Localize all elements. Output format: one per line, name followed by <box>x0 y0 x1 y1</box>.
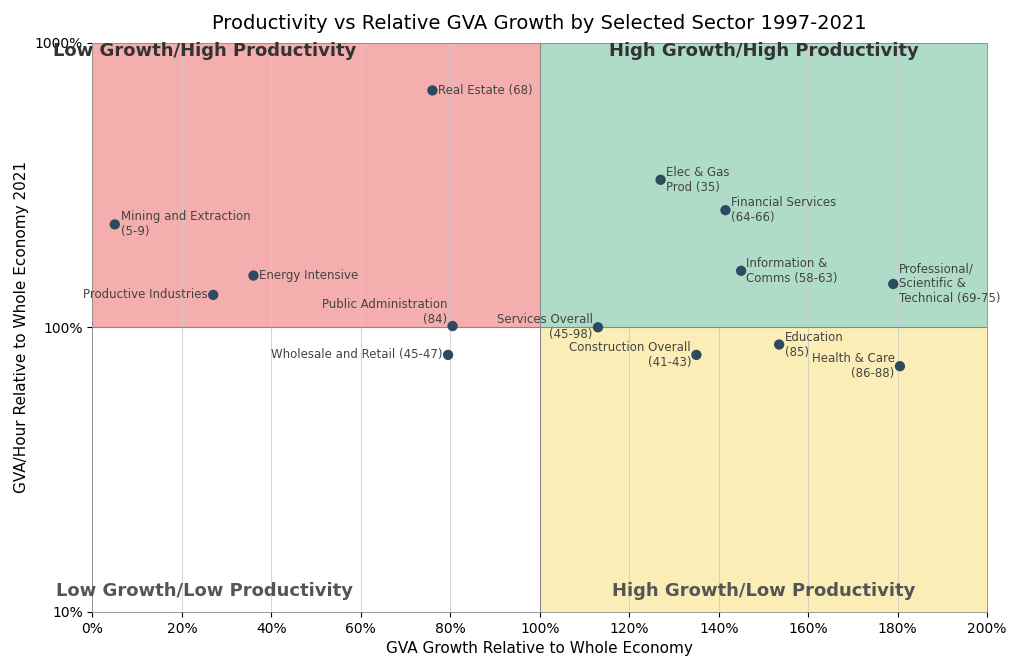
Point <box>885 279 901 289</box>
Text: Services Overall
(45-98): Services Overall (45-98) <box>497 314 593 341</box>
Point <box>892 361 908 372</box>
Bar <box>540 328 987 612</box>
X-axis label: GVA Growth Relative to Whole Economy: GVA Growth Relative to Whole Economy <box>386 641 693 656</box>
Text: Low Growth/High Productivity: Low Growth/High Productivity <box>52 42 356 60</box>
Point <box>652 174 669 185</box>
Point <box>717 205 733 216</box>
Bar <box>540 43 987 328</box>
Point <box>424 85 440 96</box>
Point <box>733 265 750 276</box>
Point <box>771 339 787 350</box>
Point <box>246 270 262 281</box>
Bar <box>92 43 540 328</box>
Text: High Growth/Low Productivity: High Growth/Low Productivity <box>611 582 915 600</box>
Text: Information &
Comms (58-63): Information & Comms (58-63) <box>746 257 838 285</box>
Point <box>444 321 461 332</box>
Text: Education
(85): Education (85) <box>784 330 844 358</box>
Text: Wholesale and Retail (45-47): Wholesale and Retail (45-47) <box>271 348 442 361</box>
Text: High Growth/High Productivity: High Growth/High Productivity <box>608 42 919 60</box>
Text: Public Administration
(84): Public Administration (84) <box>322 298 447 326</box>
Point <box>106 219 123 230</box>
Text: Professional/
Scientific &
Technical (69-75): Professional/ Scientific & Technical (69… <box>899 263 1000 306</box>
Point <box>590 322 606 333</box>
Point <box>688 350 705 360</box>
Text: Financial Services
(64-66): Financial Services (64-66) <box>731 196 836 224</box>
Title: Productivity vs Relative GVA Growth by Selected Sector 1997-2021: Productivity vs Relative GVA Growth by S… <box>213 14 867 33</box>
Point <box>440 350 457 360</box>
Y-axis label: GVA/Hour Relative to Whole Economy 2021: GVA/Hour Relative to Whole Economy 2021 <box>14 161 29 493</box>
Point <box>205 289 221 300</box>
Text: Low Growth/Low Productivity: Low Growth/Low Productivity <box>55 582 352 600</box>
Text: Construction Overall
(41-43): Construction Overall (41-43) <box>569 341 691 369</box>
Text: Real Estate (68): Real Estate (68) <box>438 84 532 97</box>
Text: Mining and Extraction
(5-9): Mining and Extraction (5-9) <box>122 210 251 239</box>
Text: Elec & Gas
Prod (35): Elec & Gas Prod (35) <box>666 165 729 194</box>
Text: Energy Intensive: Energy Intensive <box>259 269 358 282</box>
Text: Productive Industries: Productive Industries <box>83 288 208 302</box>
Text: Health & Care
(86-88): Health & Care (86-88) <box>812 352 895 380</box>
